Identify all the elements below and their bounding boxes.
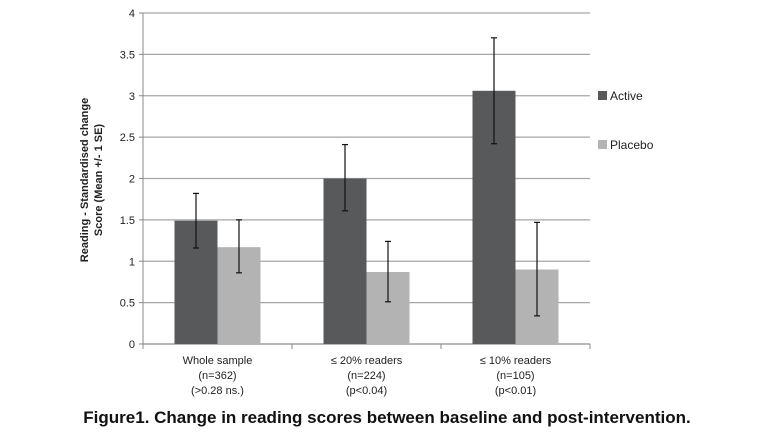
bar-chart: 0 0.5 1 1.5 2 2.5 3 3.5 4 Whole sample (n=362) (>0.… <box>79 8 654 397</box>
y-tick-label: 0.5 <box>120 298 135 310</box>
legend-label: Active <box>610 89 643 103</box>
y-tick-label: 2.5 <box>120 132 135 144</box>
y-tick-label: 2 <box>129 174 135 186</box>
y-tick-label: 4 <box>129 8 135 20</box>
x-tick-label: ≤ 20% readers <box>331 355 403 367</box>
y-tick-label: 1.5 <box>120 215 135 227</box>
x-tick-label: (n=362) <box>198 370 236 382</box>
legend-swatch <box>598 91 607 100</box>
x-tick-label: (n=224) <box>347 370 385 382</box>
x-tick-label: (p<0.04) <box>346 385 387 397</box>
y-axis-label-line: Score (Mean +/- 1 SE) <box>93 124 105 237</box>
legend-swatch <box>598 140 607 149</box>
legend-label: Placebo <box>610 138 654 152</box>
y-axis-label-line: Reading - Standardised change <box>79 98 91 262</box>
x-tick-label: ≤ 10% readers <box>480 355 552 367</box>
x-tick-label: (n=105) <box>496 370 534 382</box>
x-tick-label: (p<0.01) <box>495 385 536 397</box>
y-tick-label: 1 <box>129 256 135 268</box>
figure-caption: Figure1. Change in reading scores betwee… <box>83 408 691 427</box>
y-axis-label: Reading - Standardised change Score (Mean… <box>79 98 105 262</box>
x-tick-label: (>0.28 ns.) <box>191 385 244 397</box>
x-tick-label: Whole sample <box>183 355 253 367</box>
y-tick-label: 0 <box>129 339 135 351</box>
y-tick-label: 3 <box>129 91 135 103</box>
y-tick-label: 3.5 <box>120 49 135 61</box>
